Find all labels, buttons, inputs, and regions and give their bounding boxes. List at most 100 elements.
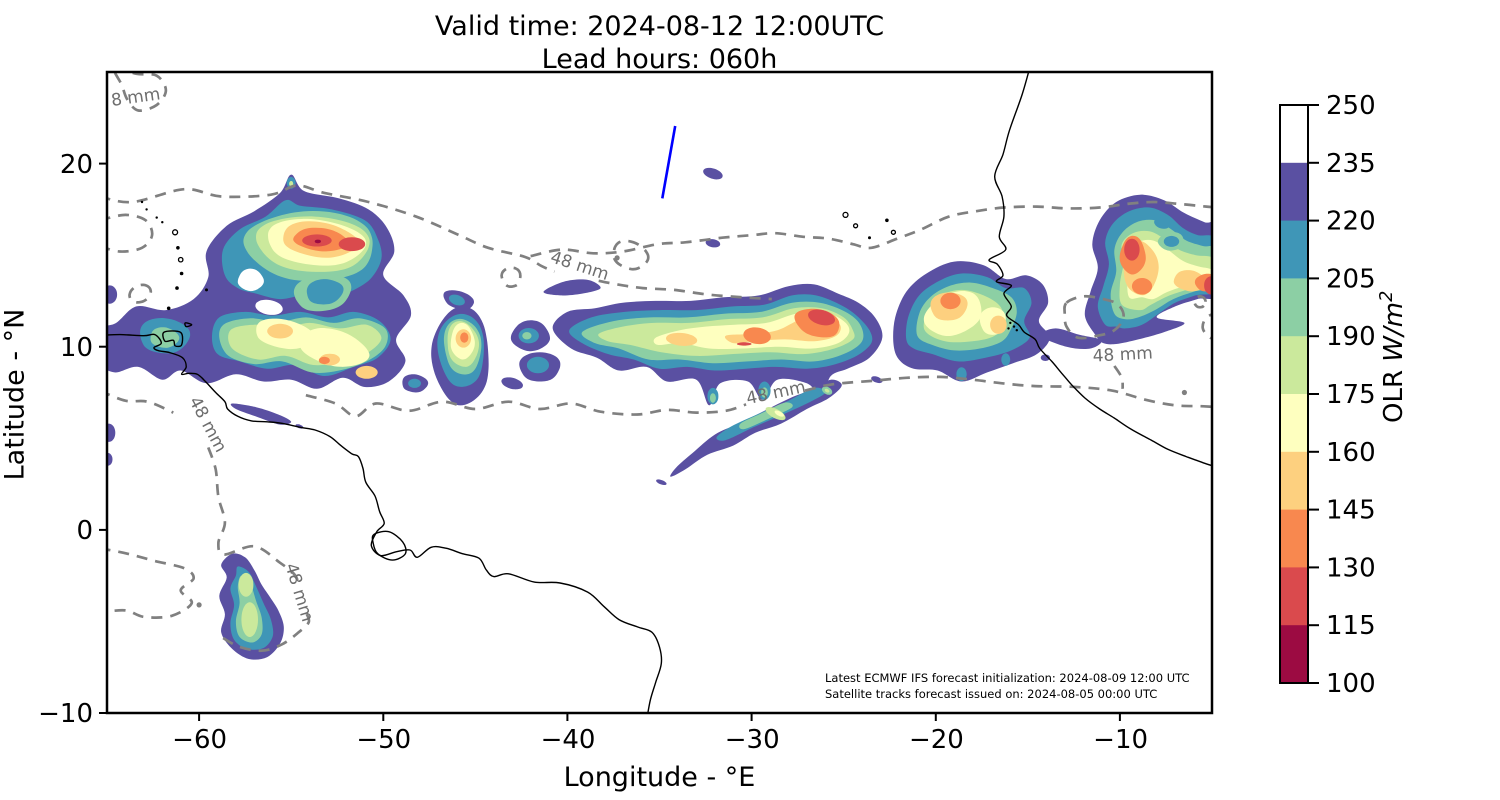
- forecast-init-annotation: Latest ECMWF IFS forecast initialization…: [825, 671, 1190, 685]
- eastatl-spike-teal: [1001, 353, 1011, 366]
- colorbar-band: [1280, 509, 1308, 568]
- tobago-island: [184, 322, 193, 328]
- colorbar-band: [1280, 105, 1308, 164]
- olr-filled-contours: [107, 167, 1212, 660]
- tpw-line-south2: [804, 375, 1212, 409]
- tpw-loop-east: [1063, 294, 1126, 340]
- cbar-tick-label: 250: [1326, 91, 1376, 121]
- left-edge-purple: [107, 285, 118, 304]
- island-dot: [166, 306, 171, 311]
- plot-frame: [105, 70, 1214, 715]
- island-dot: [885, 218, 889, 223]
- x-tick-label: −10: [1093, 725, 1148, 755]
- cbar-tick-label: 190: [1326, 322, 1376, 352]
- colorbar-band: [1280, 567, 1308, 626]
- cbar-tick-label: 175: [1326, 380, 1376, 410]
- itcz-spike-green: [710, 393, 716, 403]
- south-band-orange-dot: [318, 356, 330, 365]
- colorbar-label-exponent: 2: [1377, 290, 1398, 302]
- cbar-tick-label: 145: [1326, 496, 1376, 526]
- small-purple-blob: [871, 376, 883, 384]
- mid-lobe-teal: [306, 279, 344, 305]
- tpw-small-loop: [500, 266, 522, 288]
- island-dot: [171, 229, 179, 236]
- itcz-band-arm: [543, 279, 601, 296]
- x-tick-labels: −60 −50 −40 −30 −20 −10: [172, 725, 1148, 755]
- island-dot: [205, 288, 208, 292]
- south-america-coast: [107, 333, 663, 713]
- x-tick-label: −30: [725, 725, 780, 755]
- small-purple-blob: [705, 239, 721, 248]
- cbar-tick-label: 115: [1326, 611, 1376, 641]
- satellite-issue-annotation: Satellite tracks forecast issued on: 202…: [825, 687, 1158, 701]
- cbar-tick-label: 235: [1326, 149, 1376, 179]
- white-hole: [255, 299, 283, 315]
- contour-label-48mm: 48 mm: [1092, 343, 1153, 366]
- tpw-line-sa2: [207, 446, 300, 584]
- itcz-band-sand-west: [665, 332, 698, 346]
- title-lead-hours: Lead hours: 060h: [541, 44, 778, 75]
- x-tick-label: −50: [356, 725, 411, 755]
- x-tick-label: −40: [541, 725, 596, 755]
- island-dot: [868, 236, 871, 240]
- colorbar-band: [1280, 336, 1308, 395]
- tpw-edge-loop: [1201, 312, 1212, 340]
- squall-tail-dot: [656, 479, 667, 485]
- y-tick-label: −10: [38, 699, 93, 729]
- island-dot: [161, 221, 164, 224]
- tpw-line-mid: [598, 279, 772, 301]
- title-valid-time: Valid time: 2024-08-12 12:00UTC: [434, 11, 885, 42]
- colorbar-band: [1280, 625, 1308, 684]
- left-edge-purple: [107, 423, 116, 442]
- squall-head-ltgreen: [824, 388, 830, 393]
- tpw-line-north: [107, 184, 556, 273]
- blob-42w-green: [522, 332, 532, 340]
- axis-tick-marks: [99, 162, 1121, 721]
- blob-45w-orange: [460, 332, 469, 343]
- satellite-track-line: [661, 125, 677, 199]
- eastatl-blob-orange: [940, 292, 961, 310]
- africa-coast: [988, 72, 1212, 467]
- tpw-line-sa4: [107, 548, 195, 619]
- precip-contour-dot: [1181, 389, 1187, 396]
- island-dot: [177, 256, 184, 263]
- blob-41w-teal: [526, 356, 549, 374]
- colorbar-band: [1280, 220, 1308, 279]
- africa-coast-blob-red: [1124, 238, 1140, 261]
- x-tick-label: −60: [172, 725, 227, 755]
- marajo-island: [371, 530, 407, 561]
- colorbar-band: [1280, 394, 1308, 453]
- cbar-tick-label: 160: [1326, 438, 1376, 468]
- itcz-band-red: [808, 309, 836, 326]
- contour-label-48mm: 48 mm: [280, 561, 317, 624]
- tpw-antilles-loop: [107, 213, 154, 253]
- island-dot: [140, 200, 144, 204]
- precip-contour-dot: [196, 602, 202, 608]
- x-tick-label: −20: [909, 725, 964, 755]
- contour-label-48mm: 48 mm: [184, 393, 230, 456]
- island-dot: [1007, 327, 1010, 330]
- itcz-spike-green: [761, 387, 768, 398]
- precip-contour-lines: [107, 72, 1212, 653]
- guyana-purple-streak: [230, 403, 292, 425]
- y-tick-label: 10: [60, 333, 93, 363]
- mcs-north-darkred-core: [314, 239, 321, 244]
- white-hole: [237, 268, 264, 292]
- tpw-line-sa1: [107, 392, 174, 414]
- left-edge-purple: [107, 452, 113, 466]
- eastatl-blob-sand: [990, 315, 1007, 334]
- africa-coast-blob-red: [1204, 276, 1212, 295]
- precip-contour-dot: [614, 255, 620, 261]
- blob-46w-north-teal: [448, 294, 465, 306]
- y-axis-label: Latitude - °N: [0, 308, 31, 481]
- island-dot: [155, 216, 158, 219]
- island-dot: [890, 229, 897, 235]
- south-band-sand: [267, 323, 293, 339]
- small-purple-blob: [703, 167, 723, 180]
- y-tick-label: 20: [60, 150, 93, 180]
- colorbar-band: [1280, 451, 1308, 511]
- island-dot: [176, 246, 180, 250]
- colorbar-label: OLR W/m2: [1377, 212, 1409, 502]
